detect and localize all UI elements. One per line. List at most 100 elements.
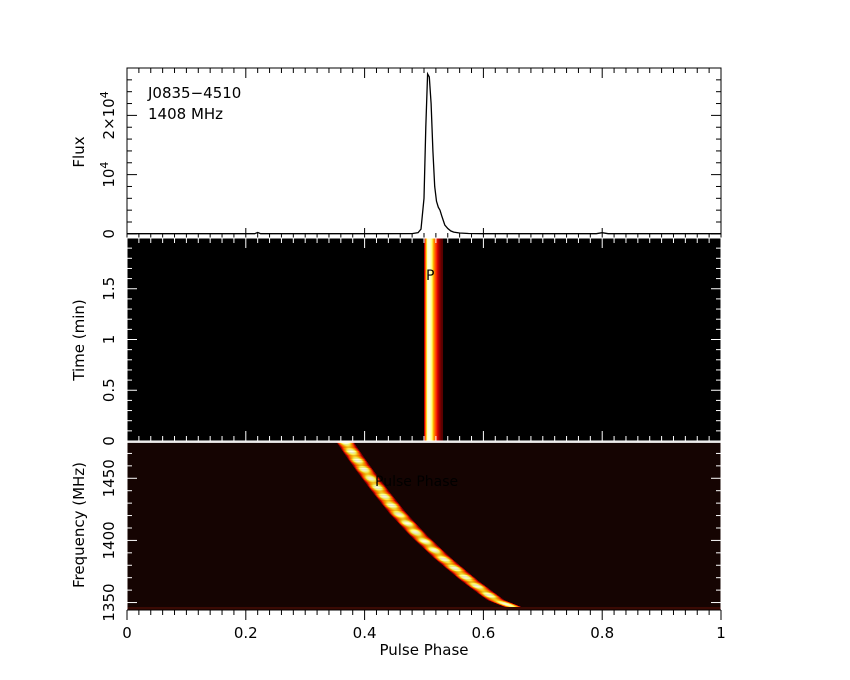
freq-heatmap-cell (379, 493, 381, 495)
freq-heatmap-cell (399, 512, 401, 514)
freq-heatmap-cell (477, 584, 479, 586)
freq-heatmap-cell (355, 452, 357, 454)
freq-heatmap-cell (453, 570, 456, 572)
freq-heatmap-cell (412, 527, 414, 529)
freq-heatmap-cell (462, 574, 464, 576)
freq-heatmap-cell (451, 559, 453, 561)
x-tick-label: 0 (122, 624, 132, 642)
freq-heatmap-cell (370, 472, 372, 474)
freq-heatmap-cell (515, 605, 517, 607)
freq-heatmap-cell (404, 523, 407, 525)
freq-heatmap-cell (498, 599, 500, 601)
freq-heatmap-cell (349, 460, 351, 462)
freq-heatmap-cell (437, 551, 439, 553)
freq-heatmap-cell (501, 601, 503, 603)
freq-heatmap-cell (397, 510, 399, 512)
freq-heatmap-cell (476, 586, 478, 588)
freq-heatmap-cell (368, 478, 370, 480)
freq-heatmap-cell (417, 536, 419, 538)
freq-heatmap-cell (347, 448, 349, 450)
freq-heatmap-cell (387, 506, 389, 508)
freq-heatmap-cell (486, 597, 488, 599)
freq-heatmap-cell (395, 505, 397, 507)
freq-heatmap-cell (350, 454, 352, 456)
freq-heatmap-cell (457, 570, 460, 572)
freq-heatmap-cell (390, 508, 392, 510)
freq-heatmap-cell (354, 459, 356, 461)
freq-heatmap-cell (423, 542, 425, 544)
freq-heatmap-cell (465, 573, 467, 575)
freq-heatmap-cell (471, 588, 473, 590)
freq-heatmap-cell (486, 589, 488, 591)
freq-heatmap-cell (437, 556, 439, 558)
freq-heatmap-cell (369, 467, 371, 469)
freq-heatmap-cell (487, 599, 489, 601)
freq-heatmap-cell (413, 528, 415, 530)
freq-tick-label: 1450 (100, 459, 118, 497)
freq-heatmap-cell (392, 514, 394, 516)
freq-heatmap-cell (346, 456, 348, 458)
freq-heatmap-cell (435, 550, 437, 552)
freq-heatmap-cell (401, 516, 403, 518)
freq-heatmap-cell (456, 570, 459, 572)
freq-heatmap-cell (436, 557, 438, 559)
freq-heatmap-cell (426, 547, 428, 549)
freq-heatmap-cell (380, 493, 382, 495)
freq-heatmap-cell (436, 553, 438, 555)
freq-heatmap-cell (346, 449, 348, 451)
freq-heatmap-cell (373, 473, 375, 475)
freq-heatmap-cell (445, 565, 447, 567)
freq-heatmap-cell (467, 572, 469, 574)
freq-heatmap-cell (475, 585, 477, 587)
freq-heatmap-cell (480, 586, 482, 588)
freq-heatmap-cell (443, 563, 445, 565)
freq-heatmap-cell (448, 561, 450, 563)
freq-heatmap-cell (354, 446, 356, 448)
x-tick-label: 1 (716, 624, 726, 642)
freq-heatmap-cell (433, 557, 435, 559)
freq-heatmap-cell (447, 564, 449, 566)
freq-heatmap-cell (395, 513, 397, 515)
freq-heatmap-cell (462, 578, 464, 580)
freq-heatmap-cell (494, 600, 496, 602)
freq-heatmap-cell (390, 504, 392, 506)
freq-heatmap-cell (370, 488, 372, 490)
freq-heatmap-cell (400, 516, 402, 518)
freq-heatmap-cell (349, 447, 351, 449)
freq-heatmap-cell (506, 603, 508, 605)
freq-heatmap-cell (398, 507, 400, 509)
freq-heatmap-cell (387, 501, 389, 503)
freq-heatmap-cell (419, 543, 421, 545)
freq-heatmap-cell (373, 493, 375, 495)
freq-heatmap-cell (458, 578, 460, 580)
freq-heatmap-cell (487, 597, 489, 599)
freq-heatmap-cell (387, 510, 389, 512)
freq-heatmap-cell (368, 472, 370, 474)
freq-heatmap-cell (371, 474, 373, 476)
freq-heatmap-cell (424, 547, 426, 549)
freq-heatmap-cell (413, 532, 415, 534)
freq-heatmap-cell (379, 484, 381, 486)
freq-heatmap-cell (418, 543, 420, 545)
freq-heatmap-cell (397, 507, 399, 509)
freq-heatmap-cell (341, 448, 343, 450)
freq-heatmap-cell (425, 538, 427, 540)
freq-heatmap-cell (389, 512, 391, 514)
freq-heatmap-cell (474, 581, 476, 583)
freq-heatmap-cell (341, 447, 343, 449)
freq-heatmap-cell (452, 563, 454, 565)
freq-heatmap-cell (400, 522, 402, 524)
freq-heatmap-cell (412, 528, 414, 530)
freq-heatmap-cell (428, 542, 430, 544)
freq-heatmap-cell (448, 556, 450, 558)
freq-heatmap-cell (402, 519, 404, 521)
freq-heatmap-cell (368, 476, 370, 478)
freq-heatmap-cell (407, 517, 409, 519)
freq-heatmap-cell (477, 589, 479, 591)
freq-heatmap-cell (375, 484, 377, 486)
freq-heatmap-cell (438, 553, 440, 555)
freq-heatmap-cell (390, 510, 392, 512)
freq-heatmap-cell (485, 598, 487, 600)
freq-heatmap-cell (387, 500, 389, 502)
freq-heatmap-cell (472, 577, 474, 579)
